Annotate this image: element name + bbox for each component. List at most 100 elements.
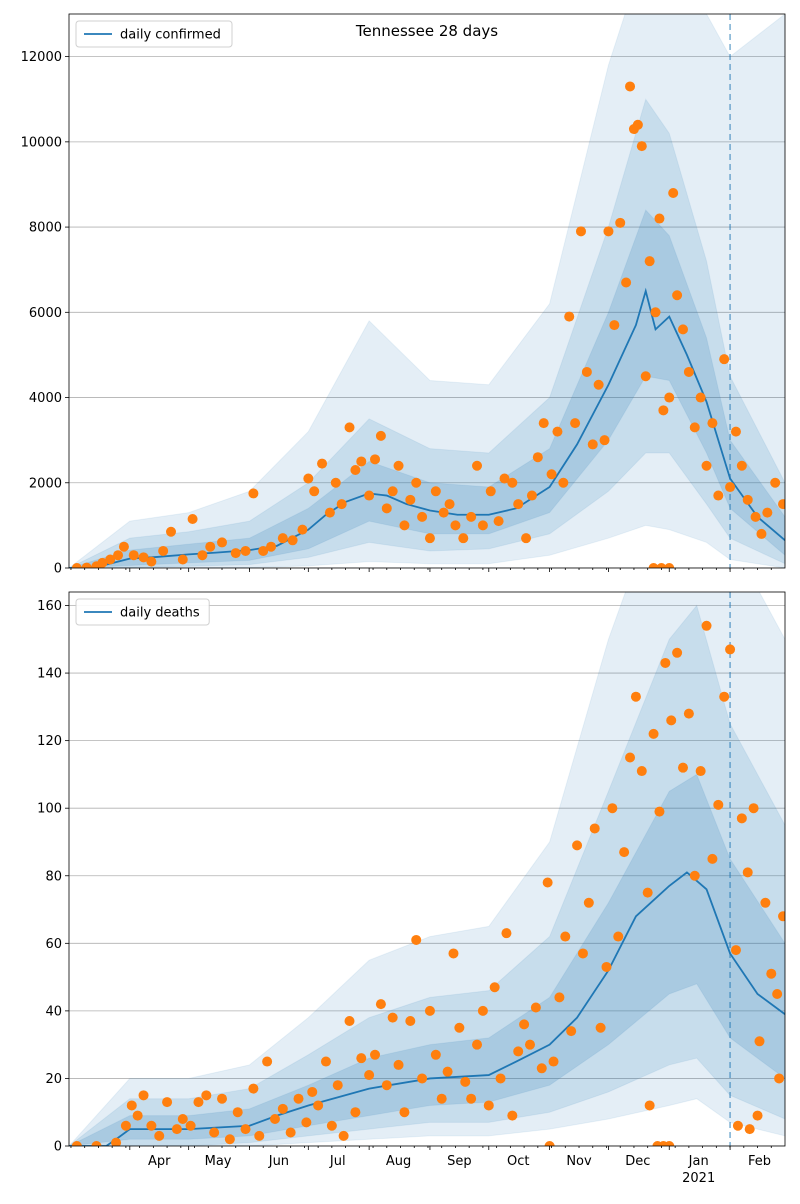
data-point (71, 1141, 82, 1146)
data-point (707, 418, 718, 429)
data-point (71, 563, 82, 568)
data-point (166, 526, 177, 537)
data-point (248, 488, 259, 499)
data-point (778, 499, 785, 510)
data-point (548, 1056, 559, 1067)
data-point (230, 548, 241, 559)
data-point (613, 931, 624, 942)
data-point (317, 458, 328, 469)
data-point (287, 535, 298, 546)
y-tick-label: 8000 (29, 221, 62, 236)
data-point (332, 1080, 343, 1091)
data-point (695, 766, 706, 777)
data-point (277, 533, 288, 544)
series-line (69, 287, 785, 568)
x-tick-label: Apr (148, 1154, 171, 1169)
data-point (477, 520, 488, 531)
data-point (603, 226, 614, 237)
data-point (370, 1049, 381, 1060)
y-tick-label: 12000 (21, 50, 62, 65)
legend (75, 598, 210, 626)
data-point (146, 1120, 157, 1131)
data-point (756, 528, 767, 539)
data-point (399, 520, 410, 531)
data-point (713, 799, 724, 810)
data-point (748, 803, 759, 814)
y-tick-label: 10000 (21, 135, 62, 150)
data-point (209, 1127, 220, 1138)
data-point (701, 620, 712, 631)
x-tick-label: Oct (507, 1154, 529, 1169)
data-point (566, 1026, 577, 1037)
data-point (138, 552, 149, 563)
data-point (132, 1110, 143, 1121)
data-point (307, 1086, 318, 1097)
data-point (750, 511, 761, 522)
legend (75, 20, 233, 48)
data-point (760, 897, 771, 908)
data-point (595, 1022, 606, 1033)
data-point (644, 1100, 655, 1111)
chart-title: Tennessee 28 days (355, 22, 498, 40)
data-point (483, 1100, 494, 1111)
data-point (526, 490, 537, 501)
data-point (648, 563, 659, 568)
data-point (477, 1005, 488, 1016)
data-point (344, 422, 355, 433)
data-point (599, 435, 610, 446)
data-point (672, 647, 683, 658)
data-point (666, 715, 677, 726)
data-point (472, 460, 483, 471)
data-point (118, 541, 129, 552)
data-point (778, 911, 785, 922)
data-point (438, 507, 449, 518)
data-point (560, 931, 571, 942)
y-tick-label: 160 (37, 599, 62, 614)
data-point (240, 545, 251, 556)
data-point (493, 516, 504, 527)
data-point (772, 988, 783, 999)
data-point (521, 533, 532, 544)
plot-area-0 (69, 14, 785, 568)
data-point (417, 1073, 428, 1084)
x-tick-label: Aug (386, 1154, 411, 1169)
data-point (507, 1110, 518, 1121)
data-point (677, 324, 688, 335)
data-point (621, 277, 632, 288)
data-point (430, 486, 441, 497)
data-point (501, 928, 512, 939)
data-point (381, 503, 392, 514)
data-point (330, 477, 341, 488)
data-point (201, 1090, 212, 1101)
data-point (424, 533, 435, 544)
data-point (683, 708, 694, 719)
data-point (424, 1005, 435, 1016)
data-point (774, 1073, 785, 1084)
data-point (538, 418, 549, 429)
data-point (387, 1012, 398, 1023)
data-point (642, 887, 653, 898)
confidence-band (69, 773, 785, 1146)
data-point (338, 1130, 349, 1141)
data-point (725, 644, 736, 655)
data-point (736, 460, 747, 471)
data-point (615, 217, 626, 228)
data-point (507, 477, 518, 488)
data-point (730, 426, 741, 437)
data-point (326, 1120, 337, 1131)
data-point (564, 311, 575, 322)
confidence-band (69, 604, 785, 1146)
y-tick-label: 4000 (29, 391, 62, 406)
data-point (399, 1107, 410, 1118)
data-point (387, 486, 398, 497)
data-point (519, 1019, 530, 1030)
data-point (513, 1046, 524, 1057)
data-point (575, 226, 586, 237)
data-point (489, 982, 500, 993)
data-point (128, 550, 139, 561)
data-point (205, 541, 216, 552)
data-point (301, 1117, 312, 1128)
data-point (97, 557, 108, 568)
data-point (442, 1066, 453, 1077)
data-point (619, 847, 630, 858)
